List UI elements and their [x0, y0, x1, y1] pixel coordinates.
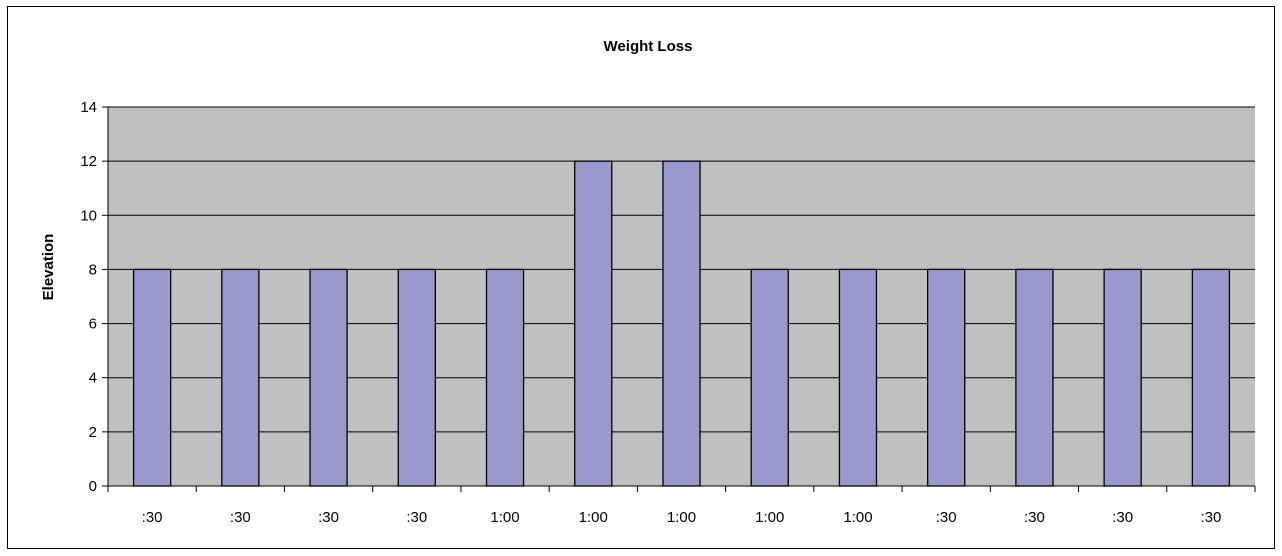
bar: [485, 268, 525, 487]
x-tick-label: :30: [936, 509, 957, 526]
x-tick-label: 1:00: [490, 509, 519, 526]
y-tick-label: 2: [89, 424, 97, 441]
x-tick-label: 1:00: [755, 509, 784, 526]
x-tick-label: :30: [1200, 509, 1221, 526]
y-tick-label: 8: [89, 261, 97, 278]
y-tick-label: 14: [80, 99, 97, 116]
x-tick-label: 1:00: [843, 509, 872, 526]
x-tick-label: :30: [230, 509, 251, 526]
bar: [132, 268, 172, 487]
y-axis-title: Elevation: [40, 234, 57, 301]
bar: [750, 268, 789, 487]
bar: [1015, 268, 1054, 487]
bar: [662, 160, 701, 487]
bar-chart: Weight Loss Elevation 0 2 4 6 8 10 12 14 :30 :30:…: [40, 38, 1256, 526]
x-tick-label: :30: [318, 509, 339, 526]
bar: [838, 268, 878, 487]
x-tick-label: :30: [406, 509, 427, 526]
bar: [927, 268, 966, 487]
bar: [397, 268, 436, 487]
y-tick-label: 10: [80, 207, 97, 224]
chart-frame: Weight Loss Elevation 0 2 4 6 8 10 12 14 :30 :30:…: [7, 6, 1275, 549]
y-tick-label: 12: [80, 153, 97, 170]
bar: [574, 160, 613, 487]
chart-title: Weight Loss: [604, 38, 693, 55]
bar: [1191, 268, 1231, 487]
plot-area: 0 2 4 6 8 10 12 14 :30 :30 :30 :30 1:00 1:00 1:00 1:00 1…: [80, 99, 1256, 526]
bar: [1103, 268, 1142, 487]
x-tick-label: :30: [142, 509, 163, 526]
x-tick-label: :30: [1024, 509, 1045, 526]
x-tick-label: 1:00: [579, 509, 608, 526]
y-tick-label: 6: [89, 316, 97, 333]
bar: [221, 268, 260, 487]
bar: [309, 268, 348, 487]
y-tick-label: 4: [89, 370, 97, 387]
y-tick-label: 0: [89, 478, 97, 495]
x-tick-label: 1:00: [667, 509, 696, 526]
x-tick-label: :30: [1112, 509, 1133, 526]
